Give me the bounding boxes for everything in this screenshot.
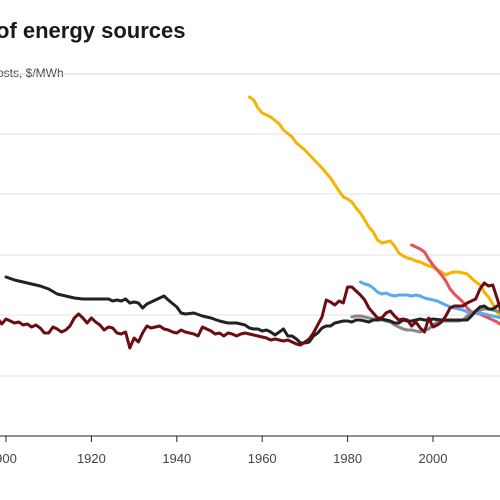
x-tick-label: 2000 (419, 451, 448, 466)
series-line-6 (0, 281, 500, 350)
gridlines (0, 73, 500, 437)
series-group (0, 95, 500, 350)
series-line-5 (4, 275, 500, 345)
series-line-2 (410, 243, 500, 326)
x-tick-label: 1960 (248, 451, 277, 466)
chart-title: of energy sources (0, 18, 186, 43)
x-tick-label: 1980 (333, 451, 362, 466)
x-axis-ticks: 900 1920 1940 1960 1980 2000 (0, 436, 447, 466)
x-tick-label: 1920 (77, 451, 106, 466)
x-tick-label: 900 (0, 451, 17, 466)
series-line-3 (358, 280, 500, 320)
chart-subtitle: osts, $/MWh (0, 66, 64, 80)
series-line-1 (247, 95, 500, 317)
x-tick-label: 1940 (162, 451, 191, 466)
